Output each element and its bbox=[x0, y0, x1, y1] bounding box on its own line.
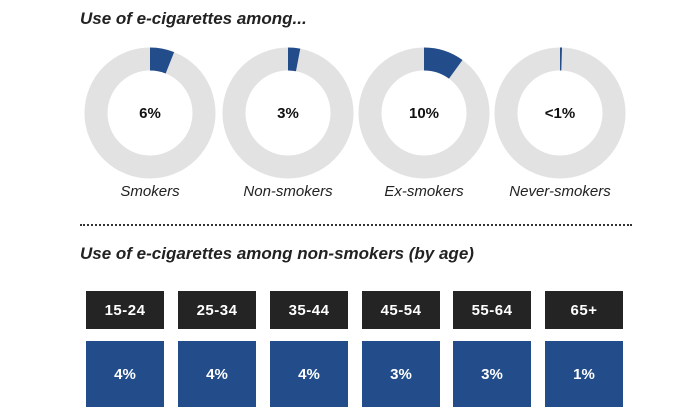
donut-section-title: Use of e-cigarettes among... bbox=[80, 9, 307, 28]
donut-slice-1 bbox=[222, 47, 354, 179]
donut-value-1: 3% bbox=[277, 105, 299, 122]
donut-slice-3 bbox=[494, 47, 626, 179]
donut-category-1: Non-smokers bbox=[243, 183, 333, 200]
age-header-5: 65+ bbox=[545, 291, 623, 329]
donut-category-2: Ex-smokers bbox=[384, 183, 464, 200]
age-value-0: 4% bbox=[86, 341, 164, 407]
age-header-4: 55-64 bbox=[453, 291, 531, 329]
age-header-3: 45-54 bbox=[362, 291, 440, 329]
donut-slice-0 bbox=[84, 47, 216, 179]
age-section-title: Use of e-cigarettes among non-smokers (b… bbox=[80, 244, 474, 263]
donut-category-0: Smokers bbox=[120, 183, 180, 200]
dotted-divider bbox=[80, 224, 632, 226]
age-header-1: 25-34 bbox=[178, 291, 256, 329]
age-value-3: 3% bbox=[362, 341, 440, 407]
age-value-4: 3% bbox=[453, 341, 531, 407]
age-header-0: 15-24 bbox=[86, 291, 164, 329]
age-value-2: 4% bbox=[270, 341, 348, 407]
age-value-1: 4% bbox=[178, 341, 256, 407]
donut-category-3: Never-smokers bbox=[509, 183, 611, 200]
age-value-5: 1% bbox=[545, 341, 623, 407]
donut-value-0: 6% bbox=[139, 105, 161, 122]
donut-value-3: <1% bbox=[545, 105, 575, 122]
age-header-2: 35-44 bbox=[270, 291, 348, 329]
donut-slice-2 bbox=[358, 47, 490, 179]
donut-charts: 6% 3% 10% <1% bbox=[84, 47, 626, 179]
donut-value-2: 10% bbox=[409, 105, 439, 122]
